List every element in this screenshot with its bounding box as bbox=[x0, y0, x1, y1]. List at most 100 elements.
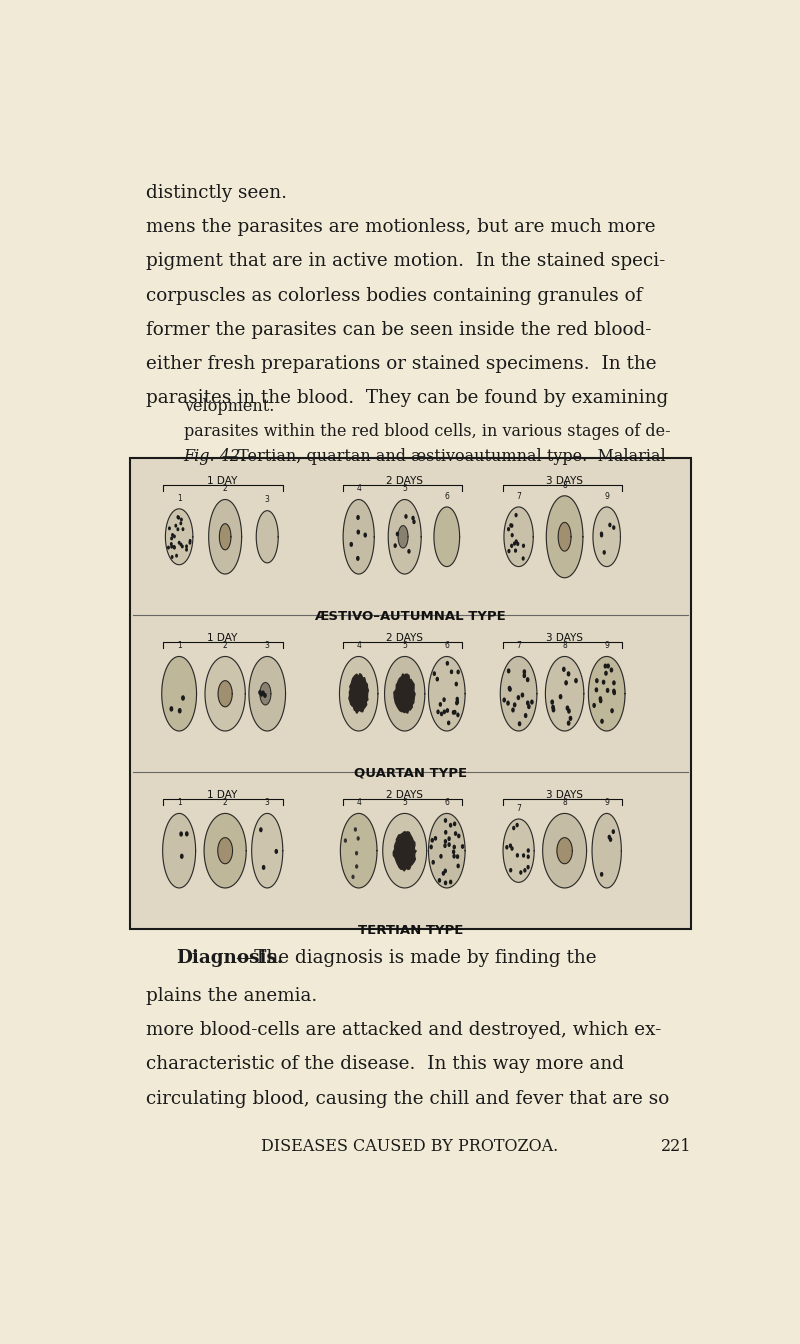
Circle shape bbox=[515, 540, 517, 543]
Circle shape bbox=[352, 875, 354, 879]
Polygon shape bbox=[546, 496, 583, 578]
Circle shape bbox=[445, 840, 446, 843]
Circle shape bbox=[511, 847, 513, 851]
Circle shape bbox=[345, 839, 346, 843]
Circle shape bbox=[522, 556, 524, 560]
Text: corpuscles as colorless bodies containing granules of: corpuscles as colorless bodies containin… bbox=[146, 286, 643, 305]
Circle shape bbox=[408, 550, 410, 552]
Circle shape bbox=[430, 845, 432, 848]
Text: 1 DAY: 1 DAY bbox=[207, 476, 238, 487]
Circle shape bbox=[177, 528, 178, 531]
Polygon shape bbox=[394, 832, 416, 871]
Text: more blood-cells are attacked and destroyed, which ex-: more blood-cells are attacked and destro… bbox=[146, 1021, 662, 1039]
Circle shape bbox=[168, 546, 170, 548]
Circle shape bbox=[458, 835, 460, 837]
Circle shape bbox=[178, 708, 181, 712]
Circle shape bbox=[448, 722, 450, 724]
Circle shape bbox=[174, 546, 175, 548]
Polygon shape bbox=[398, 526, 408, 548]
Circle shape bbox=[613, 681, 615, 684]
Circle shape bbox=[171, 538, 172, 540]
Text: 4: 4 bbox=[356, 641, 361, 650]
Circle shape bbox=[444, 844, 446, 847]
Circle shape bbox=[180, 832, 182, 836]
Circle shape bbox=[601, 532, 602, 535]
Polygon shape bbox=[339, 656, 378, 731]
Circle shape bbox=[510, 544, 513, 547]
Text: ÆSTIVO–AUTUMNAL TYPE: ÆSTIVO–AUTUMNAL TYPE bbox=[314, 610, 506, 622]
Circle shape bbox=[508, 687, 510, 689]
Polygon shape bbox=[341, 813, 377, 888]
Circle shape bbox=[176, 555, 178, 556]
Text: 6: 6 bbox=[444, 798, 450, 808]
Circle shape bbox=[511, 524, 513, 527]
Circle shape bbox=[525, 714, 526, 718]
Circle shape bbox=[517, 543, 518, 546]
Circle shape bbox=[182, 696, 184, 700]
Text: 3: 3 bbox=[265, 496, 270, 504]
Circle shape bbox=[440, 855, 442, 857]
Text: 6: 6 bbox=[444, 641, 450, 650]
Circle shape bbox=[450, 824, 452, 827]
Circle shape bbox=[523, 669, 526, 673]
Circle shape bbox=[456, 700, 458, 704]
Text: 8: 8 bbox=[562, 481, 567, 489]
Circle shape bbox=[599, 698, 602, 700]
Text: 1: 1 bbox=[177, 798, 182, 808]
Circle shape bbox=[453, 851, 454, 853]
Text: 2: 2 bbox=[222, 641, 227, 650]
Text: TERTIAN TYPE: TERTIAN TYPE bbox=[358, 923, 463, 937]
Circle shape bbox=[506, 845, 508, 849]
Text: former the parasites can be seen inside the red blood-: former the parasites can be seen inside … bbox=[146, 321, 652, 339]
Polygon shape bbox=[592, 813, 622, 888]
Circle shape bbox=[604, 664, 606, 668]
Text: 9: 9 bbox=[604, 641, 609, 650]
Polygon shape bbox=[205, 656, 246, 731]
Circle shape bbox=[508, 550, 510, 552]
Circle shape bbox=[552, 706, 554, 710]
Circle shape bbox=[515, 513, 517, 516]
Circle shape bbox=[178, 516, 179, 519]
Circle shape bbox=[562, 668, 565, 671]
Text: 4: 4 bbox=[356, 798, 361, 808]
Circle shape bbox=[189, 542, 190, 544]
Circle shape bbox=[596, 679, 598, 683]
Text: pigment that are in active motion.  In the stained speci-: pigment that are in active motion. In th… bbox=[146, 253, 666, 270]
Text: 2 DAYS: 2 DAYS bbox=[386, 476, 423, 487]
Text: 4: 4 bbox=[356, 484, 361, 493]
Circle shape bbox=[526, 702, 529, 704]
Circle shape bbox=[454, 832, 457, 835]
Circle shape bbox=[568, 710, 570, 712]
Circle shape bbox=[354, 828, 356, 831]
Polygon shape bbox=[385, 656, 425, 731]
Text: Fig. 42.: Fig. 42. bbox=[184, 448, 246, 465]
Circle shape bbox=[441, 712, 442, 715]
Text: velopment.: velopment. bbox=[184, 398, 274, 415]
Circle shape bbox=[503, 698, 506, 702]
Circle shape bbox=[527, 849, 530, 852]
Polygon shape bbox=[343, 500, 374, 574]
Circle shape bbox=[601, 872, 602, 876]
Circle shape bbox=[518, 696, 519, 699]
Circle shape bbox=[186, 546, 187, 547]
Circle shape bbox=[174, 547, 175, 548]
Text: 1: 1 bbox=[177, 641, 182, 650]
Circle shape bbox=[567, 722, 570, 724]
Circle shape bbox=[350, 543, 352, 546]
Circle shape bbox=[524, 868, 526, 872]
Circle shape bbox=[260, 828, 262, 832]
Circle shape bbox=[357, 516, 359, 519]
Circle shape bbox=[457, 671, 459, 673]
Text: 3: 3 bbox=[265, 798, 270, 808]
Circle shape bbox=[520, 871, 522, 874]
Circle shape bbox=[446, 661, 448, 665]
Text: 7: 7 bbox=[516, 492, 521, 501]
Circle shape bbox=[599, 699, 602, 703]
Circle shape bbox=[174, 535, 175, 538]
Circle shape bbox=[601, 719, 603, 723]
Circle shape bbox=[570, 716, 572, 720]
Text: 6: 6 bbox=[444, 492, 450, 501]
Polygon shape bbox=[204, 813, 246, 888]
Circle shape bbox=[514, 703, 516, 707]
Circle shape bbox=[262, 866, 265, 870]
